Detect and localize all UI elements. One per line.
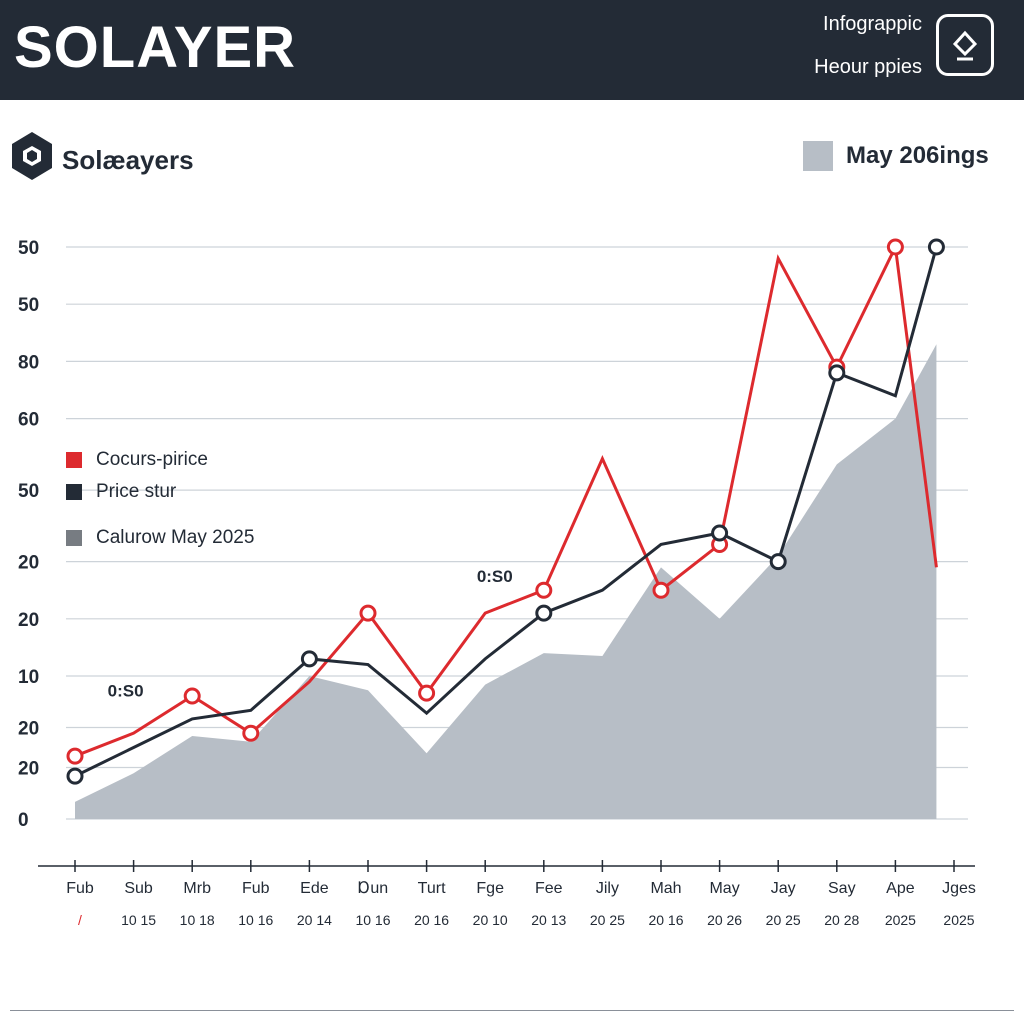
legend-item-price-stur: Price stur bbox=[66, 481, 176, 503]
top-banner: SOLAYER Infograppic Heour ppies bbox=[0, 0, 1024, 100]
y-tick-label: 20 bbox=[18, 610, 39, 631]
data-point-cocurs-pirice bbox=[359, 604, 377, 622]
x-tick-sublabel: 10 15 bbox=[121, 912, 156, 928]
x-tick-sublabel: 10 16 bbox=[355, 912, 390, 928]
y-tick-label: 10 bbox=[18, 667, 39, 688]
y-tick-label: 20 bbox=[18, 553, 39, 574]
y-tick-label: 50 bbox=[18, 295, 39, 316]
x-tick-sublabel: 2025 bbox=[943, 912, 974, 928]
corner-legend-label: May 206ings bbox=[846, 142, 989, 169]
x-tick-sublabel: 20 25 bbox=[766, 912, 801, 928]
legend-swatch-red bbox=[66, 452, 82, 468]
x-tick-label: Jily bbox=[596, 880, 619, 897]
data-point-cocurs-pirice bbox=[652, 581, 670, 599]
hexagon-logo-icon bbox=[10, 130, 54, 182]
x-tick-label: Fge bbox=[476, 880, 504, 897]
x-tick-label: Jay bbox=[771, 880, 796, 897]
data-point-cocurs-pirice bbox=[183, 687, 201, 705]
x-tick-sublabel: 10 16 bbox=[238, 912, 273, 928]
data-point-cocurs-pirice bbox=[242, 724, 260, 742]
x-tick-label: Say bbox=[828, 880, 856, 897]
footer-rule bbox=[10, 1010, 1014, 1011]
x-tick-label: Mrb bbox=[183, 880, 211, 897]
series-line-price-stur bbox=[74, 246, 938, 778]
data-point-cocurs-pirice bbox=[418, 684, 436, 702]
x-tick-label: Ape bbox=[886, 880, 915, 897]
x-tick-label: Mah bbox=[650, 880, 681, 897]
corner-legend-swatch bbox=[803, 141, 833, 171]
data-point-price-stur bbox=[769, 553, 787, 571]
annotation-label: 0:S0 bbox=[108, 681, 144, 700]
x-tick-label: Jges bbox=[942, 880, 976, 897]
x-tick-sublabel: 20 10 bbox=[473, 912, 508, 928]
y-tick-label: 0 bbox=[18, 810, 29, 831]
x-tick-label: Fub bbox=[66, 880, 94, 897]
x-tick-label: Turt bbox=[418, 880, 446, 897]
data-point-price-stur bbox=[711, 524, 729, 542]
y-tick-label: 20 bbox=[18, 759, 39, 780]
legend-label: Price stur bbox=[96, 481, 177, 502]
legend-label: Cocurs-pirice bbox=[96, 449, 208, 470]
brand-title: SOLAYER bbox=[14, 15, 297, 80]
x-tick-label: Fub bbox=[242, 880, 270, 897]
x-tick-sublabel: 20 26 bbox=[707, 912, 742, 928]
x-tick-sublabel: 20 14 bbox=[297, 912, 332, 928]
x-tick-sublabel: 20 16 bbox=[414, 912, 449, 928]
diamond-badge-icon bbox=[936, 14, 994, 76]
data-point-cocurs-pirice bbox=[886, 238, 904, 256]
data-point-price-stur bbox=[535, 604, 553, 622]
x-tick-label: Ɒun bbox=[358, 880, 388, 897]
x-tick-sublabel: 20 28 bbox=[824, 912, 859, 928]
x-tick-label: May bbox=[709, 880, 739, 897]
y-tick-label: 50 bbox=[18, 481, 39, 502]
legend-label: Calurow May 2025 bbox=[96, 527, 255, 548]
data-point-cocurs-pirice bbox=[535, 581, 553, 599]
legend-swatch-gray bbox=[66, 530, 82, 546]
x-tick-sublabel: 10 18 bbox=[180, 912, 215, 928]
legend-swatch-navy bbox=[66, 484, 82, 500]
x-tick-sublabel: / bbox=[78, 912, 82, 928]
y-tick-label: 80 bbox=[18, 352, 39, 373]
data-point-price-stur bbox=[300, 650, 318, 668]
x-tick-label: Ede bbox=[300, 880, 329, 897]
data-point-price-stur bbox=[927, 238, 945, 256]
x-tick-sublabel: 20 25 bbox=[590, 912, 625, 928]
x-tick-sublabel: 20 13 bbox=[531, 912, 566, 928]
annotation-label: 0:S0 bbox=[477, 567, 513, 586]
x-tick-label: Fee bbox=[535, 880, 563, 897]
y-tick-label: 60 bbox=[18, 410, 39, 431]
header-caption-top: Infograppic bbox=[823, 13, 922, 35]
x-tick-sublabel: 20 16 bbox=[648, 912, 683, 928]
y-tick-label: 20 bbox=[18, 718, 39, 739]
data-point-cocurs-pirice bbox=[66, 747, 84, 765]
x-tick-sublabel: 2025 bbox=[885, 912, 916, 928]
header-caption-bottom: Heour ppies bbox=[814, 56, 922, 78]
data-point-price-stur bbox=[66, 767, 84, 785]
chart-title: Solæayers bbox=[62, 145, 194, 175]
x-tick-label: Sub bbox=[124, 880, 153, 897]
y-tick-label: 50 bbox=[18, 238, 39, 259]
legend-item-calurow: Calurow May 2025 bbox=[66, 527, 254, 549]
legend-item-cocurs-pirice: Cocurs-pirice bbox=[66, 449, 208, 471]
data-point-price-stur bbox=[828, 364, 846, 382]
